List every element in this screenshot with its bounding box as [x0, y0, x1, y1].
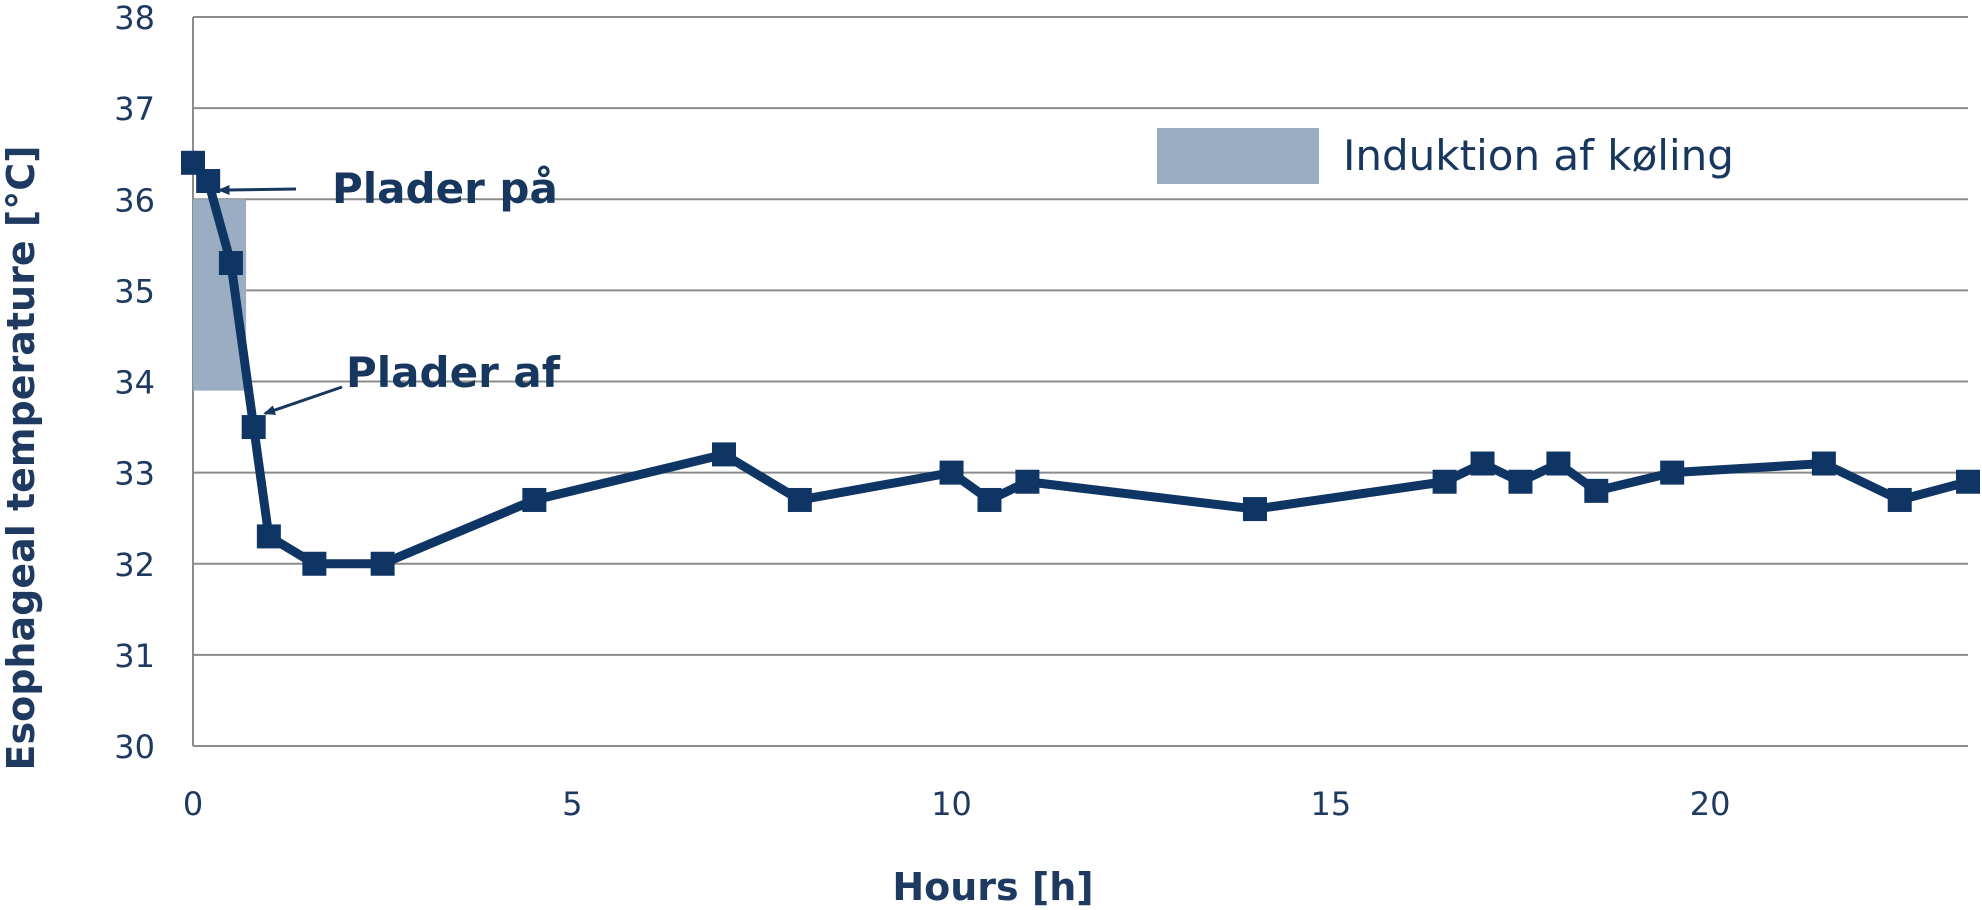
y-tick-label: 38 [114, 0, 155, 37]
x-tick-label: 0 [183, 785, 203, 823]
data-point [1660, 460, 1685, 485]
y-axis-ticks: 30 31 32 33 34 35 36 37 38 [114, 0, 155, 766]
x-tick-label: 20 [1690, 785, 1731, 823]
data-point [218, 251, 243, 276]
gridlines [192, 16, 1968, 747]
data-point [256, 524, 281, 549]
legend-swatch [1157, 128, 1319, 184]
annotation-arrow [217, 184, 297, 195]
data-point [302, 551, 327, 576]
x-axis-ticks: 0 5 10 15 20 [183, 785, 1731, 823]
data-point [1584, 478, 1609, 503]
data-point [939, 460, 964, 485]
data-point [1432, 469, 1457, 494]
data-point [1546, 451, 1571, 476]
annotation-arrow [263, 385, 343, 415]
legend: Induktion af køling [1157, 128, 1734, 184]
data-point [711, 442, 736, 467]
y-tick-label: 32 [114, 546, 155, 584]
y-tick-label: 33 [114, 455, 155, 493]
x-tick-label: 5 [562, 785, 582, 823]
x-tick-label: 15 [1310, 785, 1351, 823]
y-tick-label: 36 [114, 181, 155, 219]
data-point [1811, 451, 1836, 476]
annotation-label: Plader af [346, 348, 561, 397]
data-point [787, 487, 812, 512]
x-tick-label: 10 [931, 785, 972, 823]
data-point [522, 487, 547, 512]
data-point [1470, 451, 1495, 476]
legend-label: Induktion af køling [1343, 131, 1734, 180]
temperature-series [181, 150, 1980, 576]
annotations: Plader på Plader af [217, 164, 561, 415]
data-point [1015, 469, 1040, 494]
annotation-label: Plader på [332, 164, 558, 213]
y-tick-label: 34 [114, 364, 155, 402]
data-point [1508, 469, 1533, 494]
y-tick-label: 37 [114, 90, 155, 128]
data-point [1956, 469, 1980, 494]
data-point [196, 169, 221, 194]
data-point [1242, 497, 1267, 522]
data-point [370, 551, 395, 576]
y-tick-label: 35 [114, 272, 155, 310]
data-point [241, 415, 266, 440]
y-axis-title: Esophageal temperature [°C] [0, 146, 43, 771]
data-point [1887, 487, 1912, 512]
y-tick-label: 31 [114, 637, 155, 675]
x-axis-title: Hours [h] [892, 865, 1093, 909]
data-point [977, 487, 1002, 512]
y-tick-label: 30 [114, 728, 155, 766]
